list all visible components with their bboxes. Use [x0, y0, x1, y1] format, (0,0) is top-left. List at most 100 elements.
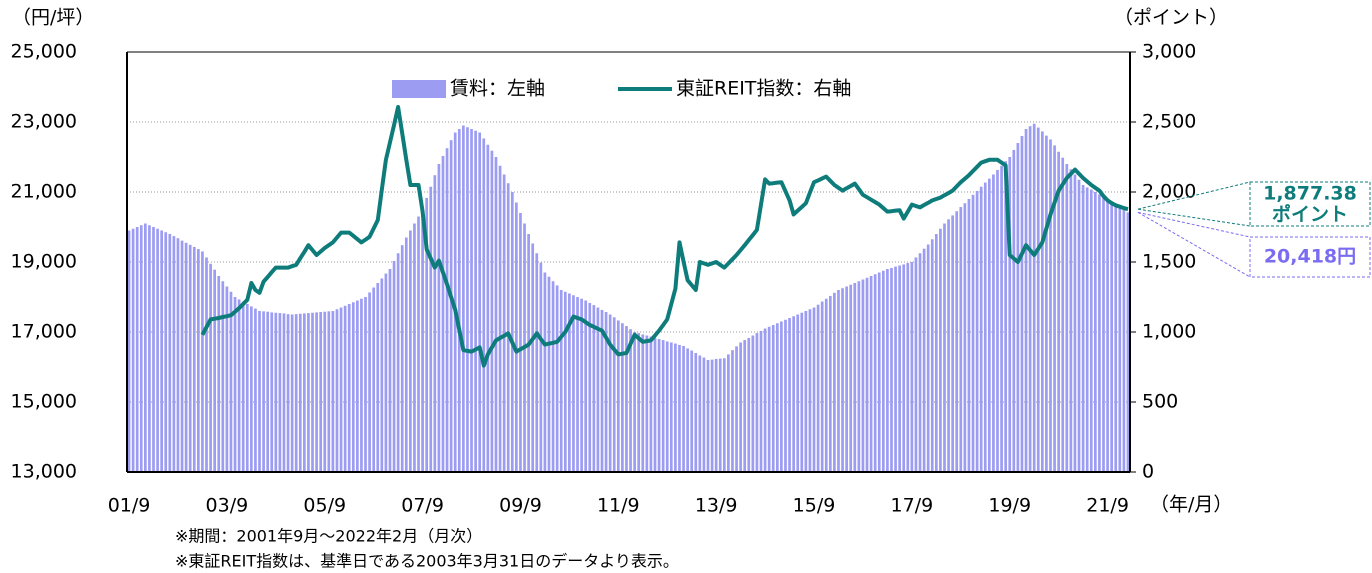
bar	[413, 223, 416, 472]
y-axis-label: （円/坪）	[12, 7, 94, 29]
bar	[967, 199, 971, 472]
bar	[845, 286, 848, 472]
bar	[881, 270, 885, 472]
bar	[608, 314, 612, 472]
bar	[457, 129, 461, 472]
bar	[127, 230, 131, 472]
bar	[808, 309, 812, 472]
bar	[221, 281, 225, 472]
bar	[731, 350, 734, 472]
bar	[914, 257, 918, 472]
bar	[286, 314, 290, 472]
bar	[551, 281, 555, 472]
bar	[1045, 135, 1048, 472]
bar	[857, 281, 861, 472]
bar	[1061, 157, 1065, 472]
bar	[531, 243, 535, 472]
bar	[629, 329, 632, 472]
bar	[649, 336, 653, 472]
bar	[612, 317, 616, 472]
bar	[674, 343, 677, 472]
bar	[1118, 207, 1122, 473]
bar	[902, 264, 906, 472]
bar	[625, 326, 628, 472]
bar	[184, 242, 188, 472]
bar	[294, 314, 298, 472]
bar	[1057, 151, 1060, 472]
bar	[135, 227, 139, 472]
x-tick-label: 21/9	[1086, 495, 1129, 517]
bar	[168, 234, 172, 472]
bar	[800, 312, 804, 472]
y-tick-label: 19,000	[11, 251, 77, 273]
bar	[1085, 187, 1089, 472]
bar	[669, 342, 673, 472]
bar	[539, 262, 543, 472]
x-tick-label: 17/9	[891, 495, 934, 517]
bar	[449, 140, 453, 472]
bar	[176, 238, 180, 472]
bar	[678, 344, 681, 472]
bar	[315, 312, 318, 472]
bar	[311, 312, 314, 472]
bar	[1008, 157, 1012, 472]
bar	[1102, 196, 1105, 473]
bar	[425, 197, 429, 472]
bar	[417, 216, 420, 472]
bar	[665, 341, 669, 472]
bar	[478, 132, 482, 472]
bar	[861, 279, 865, 472]
bar	[1020, 136, 1024, 472]
bar	[592, 305, 596, 472]
bar	[616, 320, 620, 472]
bar	[209, 263, 212, 472]
bar	[1032, 123, 1036, 472]
bar	[510, 192, 514, 472]
bar	[600, 309, 604, 472]
x-tick-label: 09/9	[499, 495, 542, 517]
bar	[775, 323, 779, 472]
bar	[1126, 212, 1130, 472]
bar	[217, 276, 221, 472]
bar	[1093, 192, 1097, 472]
bar	[563, 291, 567, 472]
bar	[714, 358, 718, 472]
bar	[735, 346, 738, 472]
bar	[307, 313, 310, 472]
bar	[792, 316, 795, 472]
bar	[767, 326, 771, 472]
bar	[396, 253, 400, 472]
bar	[796, 314, 800, 472]
bar	[229, 291, 233, 472]
bar	[718, 358, 722, 472]
bar	[404, 237, 408, 472]
callout-label: 20,418円	[1264, 246, 1356, 268]
x-tick-label: 15/9	[793, 495, 836, 517]
bar	[922, 248, 926, 472]
bar	[710, 359, 714, 472]
bar	[1073, 174, 1077, 472]
bar	[637, 333, 641, 472]
bar	[490, 150, 494, 472]
bar	[237, 299, 241, 472]
bar	[400, 245, 404, 472]
bar	[694, 353, 698, 472]
bar	[702, 357, 706, 472]
bar	[873, 274, 877, 472]
y2-tick-label: 1,000	[1142, 321, 1196, 343]
bar	[441, 155, 445, 472]
bar	[547, 276, 551, 472]
bar	[804, 311, 808, 472]
x-tick-label: 05/9	[303, 495, 346, 517]
bar	[364, 297, 367, 472]
bar	[751, 335, 755, 472]
bar	[1114, 204, 1118, 472]
bar	[131, 228, 135, 472]
bar	[706, 360, 710, 472]
bar	[641, 334, 645, 472]
bar	[241, 301, 245, 472]
bar	[849, 284, 853, 472]
bar	[225, 286, 229, 472]
bar	[1122, 209, 1126, 472]
bar	[926, 244, 930, 472]
